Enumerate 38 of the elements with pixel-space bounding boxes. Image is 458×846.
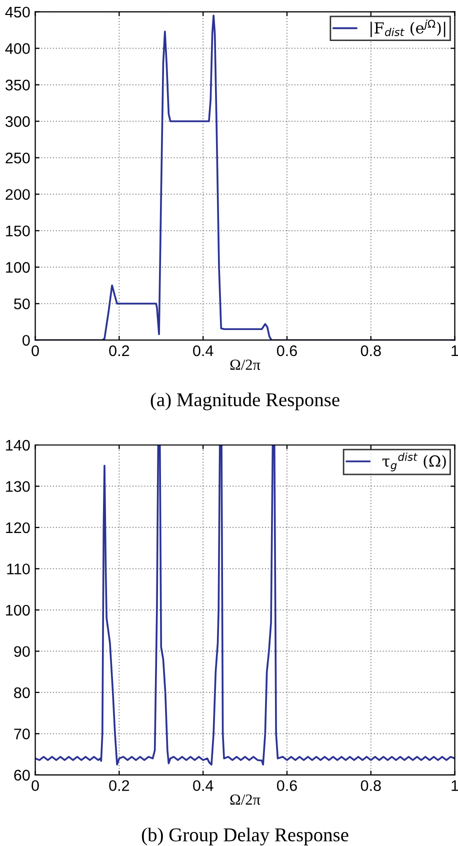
- y-tick-label: 140: [6, 440, 30, 451]
- x-tick-label: 0.4: [193, 780, 214, 792]
- y-tick-label: 70: [14, 728, 30, 740]
- x-tick-label: 0.4: [193, 345, 214, 356]
- x-tick-label: 0.8: [360, 345, 381, 356]
- y-tick-label: 100: [6, 262, 30, 273]
- legend-label: |F$_{dist}$ (e$^{jΩ}$)|: [370, 19, 446, 38]
- y-tick-label: 60: [14, 770, 30, 781]
- y-tick-label: 100: [6, 604, 30, 616]
- y-tick-label: 450: [5, 6, 30, 18]
- x-axis-title: Ω/2π: [230, 360, 260, 370]
- y-tick-label: 80: [14, 687, 30, 698]
- x-tick-label: 0.6: [276, 780, 297, 792]
- y-tick-label: 90: [14, 646, 30, 657]
- y-tick-label: 300: [6, 116, 30, 127]
- y-tick-label: 250: [6, 152, 30, 164]
- y-tick-label: 150: [6, 226, 30, 236]
- x-tick-label: 1: [452, 346, 458, 356]
- y-tick-label: 110: [7, 564, 30, 574]
- x-tick-label: 0.8: [360, 780, 381, 792]
- x-axis-title: Ω/2π: [230, 794, 260, 805]
- x-tick-label: 0: [32, 780, 39, 792]
- y-tick-label: 400: [5, 43, 30, 54]
- y-tick-label: 0: [22, 334, 30, 346]
- y-tick-label: 120: [6, 522, 30, 534]
- text: (a) Magnitude Response: [150, 392, 340, 410]
- line-series: [35, 14, 455, 340]
- x-tick-label: 0.6: [276, 345, 297, 356]
- y-tick-label: 350: [6, 80, 30, 90]
- y-tick-label: 200: [6, 189, 30, 200]
- y-tick-label: 50: [14, 298, 30, 310]
- y-tick-label: 130: [6, 481, 30, 492]
- legend-label: τ$_{g}$$^{dist}$ (Ω): [382, 452, 446, 472]
- x-tick-label: 0.2: [109, 780, 130, 792]
- x-tick-label: 0: [32, 345, 39, 356]
- text: (b) Group Delay Response: [142, 828, 348, 846]
- x-tick-label: 0.2: [109, 345, 130, 356]
- x-tick-label: 1: [452, 780, 458, 791]
